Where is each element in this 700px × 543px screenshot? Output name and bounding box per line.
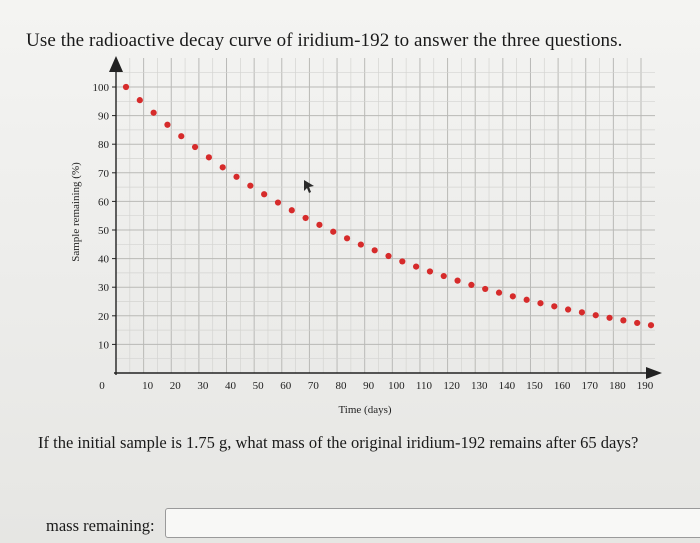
data-point	[302, 214, 309, 222]
data-point	[233, 173, 240, 180]
data-point	[191, 143, 199, 151]
question-text: If the initial sample is 1.75 g, what ma…	[38, 433, 639, 452]
data-point	[509, 293, 516, 300]
x-tick-label: 0	[99, 380, 105, 392]
y-tick-label: 30	[98, 282, 110, 294]
data-point	[578, 309, 586, 316]
data-point	[178, 133, 185, 140]
x-axis-arrow-icon	[646, 367, 662, 379]
data-point	[371, 247, 378, 254]
y-tick-label: 100	[93, 82, 110, 94]
x-tick-label: 180	[609, 380, 626, 392]
data-point	[551, 303, 558, 310]
data-point	[122, 83, 130, 91]
data-point	[274, 199, 282, 206]
y-tick-label: 70	[98, 168, 110, 180]
x-tick-label: 150	[526, 380, 543, 392]
y-axis-arrow-icon	[109, 56, 123, 72]
y-tick-label: 50	[98, 225, 110, 237]
data-point	[399, 258, 406, 265]
y-tick-label: 40	[98, 254, 110, 266]
data-point	[136, 97, 143, 104]
x-tick-label: 120	[443, 380, 460, 392]
data-point	[316, 221, 323, 228]
data-point	[164, 121, 171, 128]
x-tick-label: 90	[363, 380, 375, 392]
cursor-arrow-icon	[304, 180, 314, 193]
data-point	[261, 191, 268, 198]
data-point	[454, 277, 461, 284]
y-tick-label: 90	[98, 111, 110, 123]
data-point	[205, 154, 212, 161]
data-point	[495, 289, 503, 296]
y-tick-label: 10	[98, 339, 110, 351]
y-tick-label: 80	[98, 139, 110, 151]
x-tick-label: 130	[471, 380, 488, 392]
data-point	[647, 322, 655, 329]
decay-chart: 10 20 30 40 50 60 70 80 90 100 0 10 20 30 40 50 60 70 80 9…	[70, 56, 662, 416]
data-point	[620, 317, 627, 324]
data-point	[468, 281, 475, 289]
x-tick-label: 20	[170, 380, 182, 392]
x-tick-label: 10	[142, 380, 154, 392]
data-point	[426, 268, 434, 275]
chart-grid	[115, 58, 655, 374]
x-tick-label: 110	[416, 380, 433, 392]
x-tick-label: 100	[388, 380, 405, 392]
data-point	[343, 235, 351, 242]
data-point	[482, 285, 489, 293]
x-ticks: 0 10 20 30 40 50 60 70 80 90 100 110 120 130 140 150 160…	[99, 380, 654, 392]
data-points	[122, 83, 655, 329]
x-tick-label: 140	[499, 380, 516, 392]
y-ticks: 10 20 30 40 50 60 70 80 90 100	[93, 82, 116, 351]
y-tick-label: 60	[98, 196, 110, 208]
data-point	[385, 252, 392, 260]
data-point	[288, 207, 295, 214]
x-tick-label: 80	[336, 380, 348, 392]
data-point	[592, 312, 599, 319]
page-title: Use the radioactive decay curve of iridi…	[26, 30, 623, 51]
data-point	[357, 241, 364, 248]
x-tick-label: 50	[253, 380, 265, 392]
data-point	[440, 272, 447, 280]
data-point	[219, 164, 226, 171]
mass-remaining-label: mass remaining:	[46, 516, 155, 535]
x-axis-label: Time (days)	[338, 404, 391, 416]
chart-axes	[109, 56, 662, 379]
y-axis-label: Sample remaining (%)	[70, 162, 82, 262]
x-tick-label: 190	[637, 380, 654, 392]
x-tick-label: 160	[554, 380, 571, 392]
data-point	[537, 300, 544, 307]
x-tick-label: 30	[197, 380, 209, 392]
x-tick-label: 40	[225, 380, 237, 392]
x-tick-label: 60	[280, 380, 292, 392]
data-point	[634, 319, 641, 327]
x-tick-label: 70	[308, 380, 320, 392]
data-point	[523, 296, 530, 303]
y-tick-label: 20	[98, 311, 110, 323]
data-point	[247, 182, 254, 189]
data-point	[330, 228, 337, 235]
mass-remaining-input[interactable]	[165, 508, 700, 538]
data-point	[150, 109, 157, 116]
x-tick-label: 170	[581, 380, 598, 392]
data-point	[413, 263, 420, 270]
data-point	[606, 314, 613, 321]
data-point	[565, 306, 572, 313]
